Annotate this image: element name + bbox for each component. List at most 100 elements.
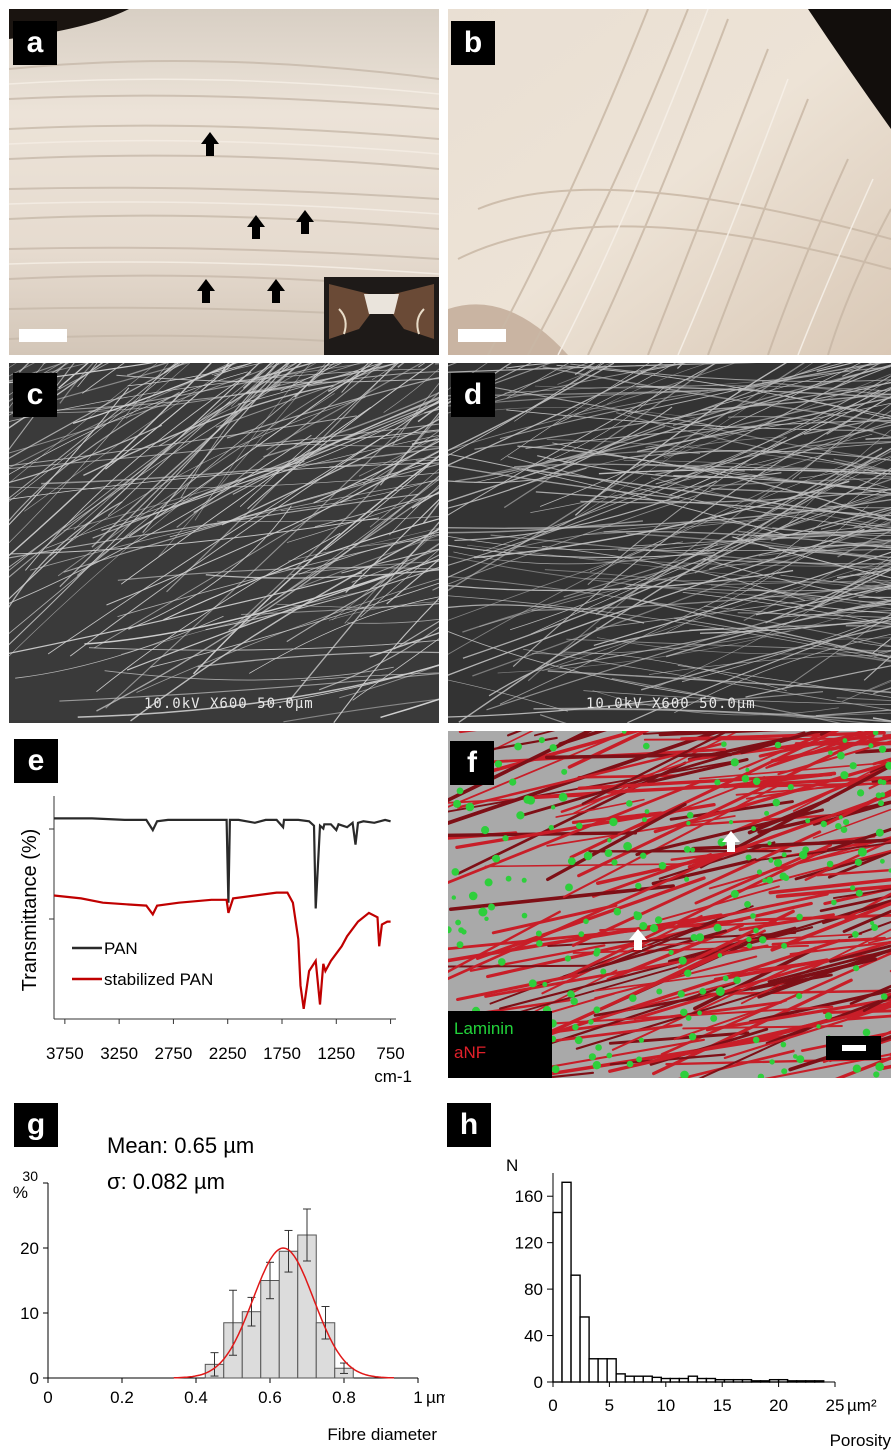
sem-fibre xyxy=(280,363,343,392)
sem-fibre xyxy=(791,403,891,480)
sem-fibre xyxy=(592,690,839,716)
anf-fibre xyxy=(608,1004,891,1073)
sem-fibre xyxy=(369,468,439,528)
laminin-dot xyxy=(697,1010,702,1016)
sem-fibre xyxy=(286,521,439,704)
anf-fibre xyxy=(448,913,723,963)
sem-fibre xyxy=(93,438,439,649)
histogram-bar xyxy=(705,1377,717,1383)
y-tick-label: 30 xyxy=(22,1168,38,1184)
sem-fibre xyxy=(345,498,439,593)
laminin-dot xyxy=(842,738,848,743)
laminin-dot xyxy=(746,936,752,943)
laminin-dot xyxy=(455,919,461,926)
sem-fibre xyxy=(820,508,891,530)
sem-fibre xyxy=(43,363,361,414)
laminin-dot xyxy=(686,811,694,819)
sem-fibre xyxy=(546,439,891,473)
sem-fibre xyxy=(84,573,391,645)
laminin-dot xyxy=(686,821,691,826)
laminin-dot xyxy=(857,847,867,857)
anf-fibre xyxy=(658,841,776,880)
panel-d-sem: d 10.0kV X600 50.0µm xyxy=(448,363,891,723)
laminin-dot xyxy=(629,994,637,1002)
sem-fibre xyxy=(266,363,422,451)
sem-fibre xyxy=(9,363,284,454)
sem-fibre xyxy=(130,528,439,722)
anf-fibre xyxy=(754,913,891,922)
sem-fibre xyxy=(506,363,559,369)
sem-fibre xyxy=(578,557,891,567)
sem-fibre xyxy=(166,363,397,593)
sem-fibre xyxy=(126,558,439,671)
histogram-bar xyxy=(777,1378,789,1383)
laminin-dot xyxy=(684,876,690,882)
sem-fibre xyxy=(347,618,439,624)
sem-fibre xyxy=(228,487,439,631)
histogram-bar xyxy=(615,1373,626,1383)
sem-fibre xyxy=(313,440,439,504)
sem-fibre xyxy=(525,420,891,449)
sem-fibre xyxy=(509,543,718,631)
sem-fibre xyxy=(96,475,439,712)
sem-fibre xyxy=(448,363,532,403)
laminin-dot xyxy=(783,874,790,881)
sem-fibre xyxy=(542,366,891,424)
histogram-bar xyxy=(714,1378,726,1383)
histogram-bar xyxy=(669,1377,681,1383)
sem-fibre xyxy=(758,540,891,557)
anf-fibre xyxy=(821,899,891,925)
sem-fibre xyxy=(836,652,891,663)
panel-a-image xyxy=(9,9,439,355)
laminin-dot xyxy=(516,811,525,820)
sem-fibre xyxy=(559,600,891,668)
anf-fibre xyxy=(740,731,824,755)
laminin-dot xyxy=(752,1036,760,1044)
laminin-dot xyxy=(561,768,568,775)
sem-fibre xyxy=(128,505,292,630)
anf-fibre xyxy=(448,780,701,885)
sem-fibre xyxy=(249,596,439,674)
legend-laminin: Laminin xyxy=(454,1019,514,1038)
sem-fibre xyxy=(709,544,891,570)
sem-fibre xyxy=(448,569,794,592)
x-axis-label: Fibre diameter xyxy=(327,1425,437,1444)
sem-fibre xyxy=(632,532,891,547)
laminin-dot xyxy=(714,779,721,786)
laminin-dot xyxy=(680,1008,688,1016)
laminin-dot xyxy=(688,1033,697,1041)
sem-fibre xyxy=(722,492,891,524)
laminin-dot xyxy=(781,852,787,858)
panel-e-label: e xyxy=(14,739,58,783)
sem-fibre xyxy=(69,399,439,657)
anf-fibre xyxy=(698,761,891,780)
sem-fibre xyxy=(670,363,880,420)
sem-fibre xyxy=(626,532,891,562)
x-tick-label: 750 xyxy=(376,1044,404,1063)
laminin-dot xyxy=(766,876,774,884)
x-tick-label: 25 xyxy=(826,1396,845,1415)
laminin-dot xyxy=(481,826,490,835)
sem-fibre xyxy=(448,453,790,537)
laminin-dot xyxy=(623,841,632,851)
sem-fibre xyxy=(9,363,35,377)
laminin-dot xyxy=(744,901,751,908)
sem-fibre xyxy=(391,382,439,446)
laminin-dot xyxy=(757,1073,765,1078)
sem-fibre xyxy=(352,638,439,701)
laminin-dot xyxy=(762,878,767,883)
histogram-bar xyxy=(759,1380,771,1383)
sem-fibre xyxy=(96,532,341,693)
anf-fibre xyxy=(599,921,778,932)
sem-fibre xyxy=(300,672,439,682)
sem-fibre xyxy=(765,566,891,624)
sem-fibre xyxy=(448,363,605,457)
sem-fibre xyxy=(9,383,281,568)
laminin-dot xyxy=(756,869,763,875)
laminin-dot xyxy=(849,762,857,770)
laminin-dot xyxy=(767,841,772,846)
sem-fibre xyxy=(193,397,439,514)
sem-fibre xyxy=(9,493,419,559)
sem-fibre xyxy=(286,492,439,543)
sem-fibre xyxy=(263,391,439,458)
